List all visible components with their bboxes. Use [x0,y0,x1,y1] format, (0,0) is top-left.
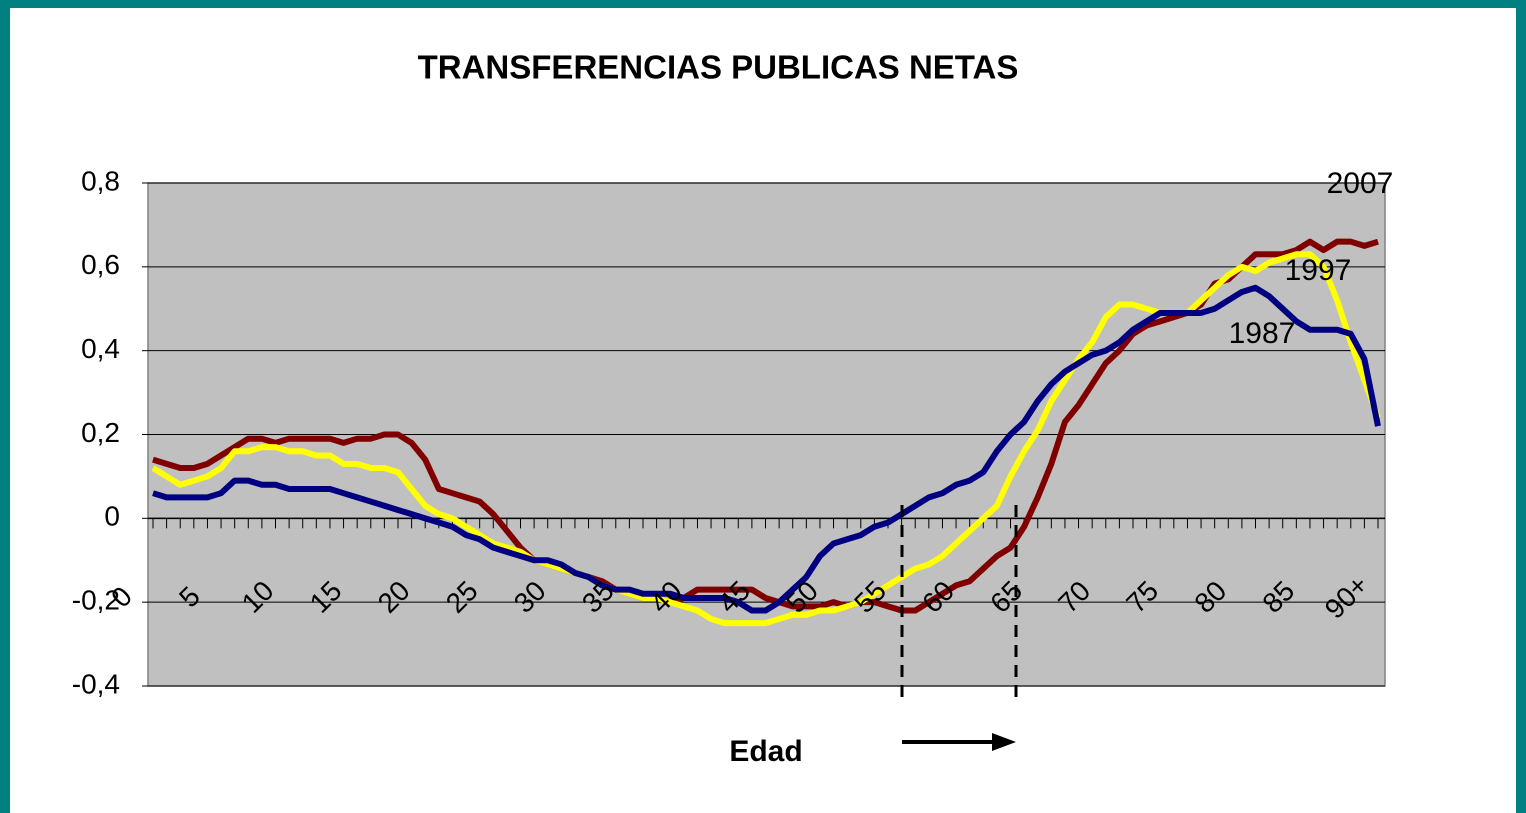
y-tick-label: -0,2 [72,585,120,616]
series-line [152,238,1379,614]
y-tick-label: 0,6 [81,249,120,280]
y-tick-label: -0,4 [72,668,120,699]
y-tick-label: 0,4 [81,333,120,364]
series-line [152,284,1381,614]
grid [142,182,1385,687]
lines [151,238,1381,627]
chart-title: TRANSFERENCIAS PUBLICAS NETAS [418,49,1019,86]
series-label: 1997 [1285,254,1352,287]
x-axis-title: Edad [729,735,802,768]
series-label: 1987 [1229,317,1296,350]
series-label: 2007 [1327,167,1394,200]
arrow-head [992,733,1016,751]
y-tick-label: 0 [104,501,120,532]
y-tick-label: 0,8 [81,165,120,196]
y-tick-label: 0,2 [81,417,120,448]
